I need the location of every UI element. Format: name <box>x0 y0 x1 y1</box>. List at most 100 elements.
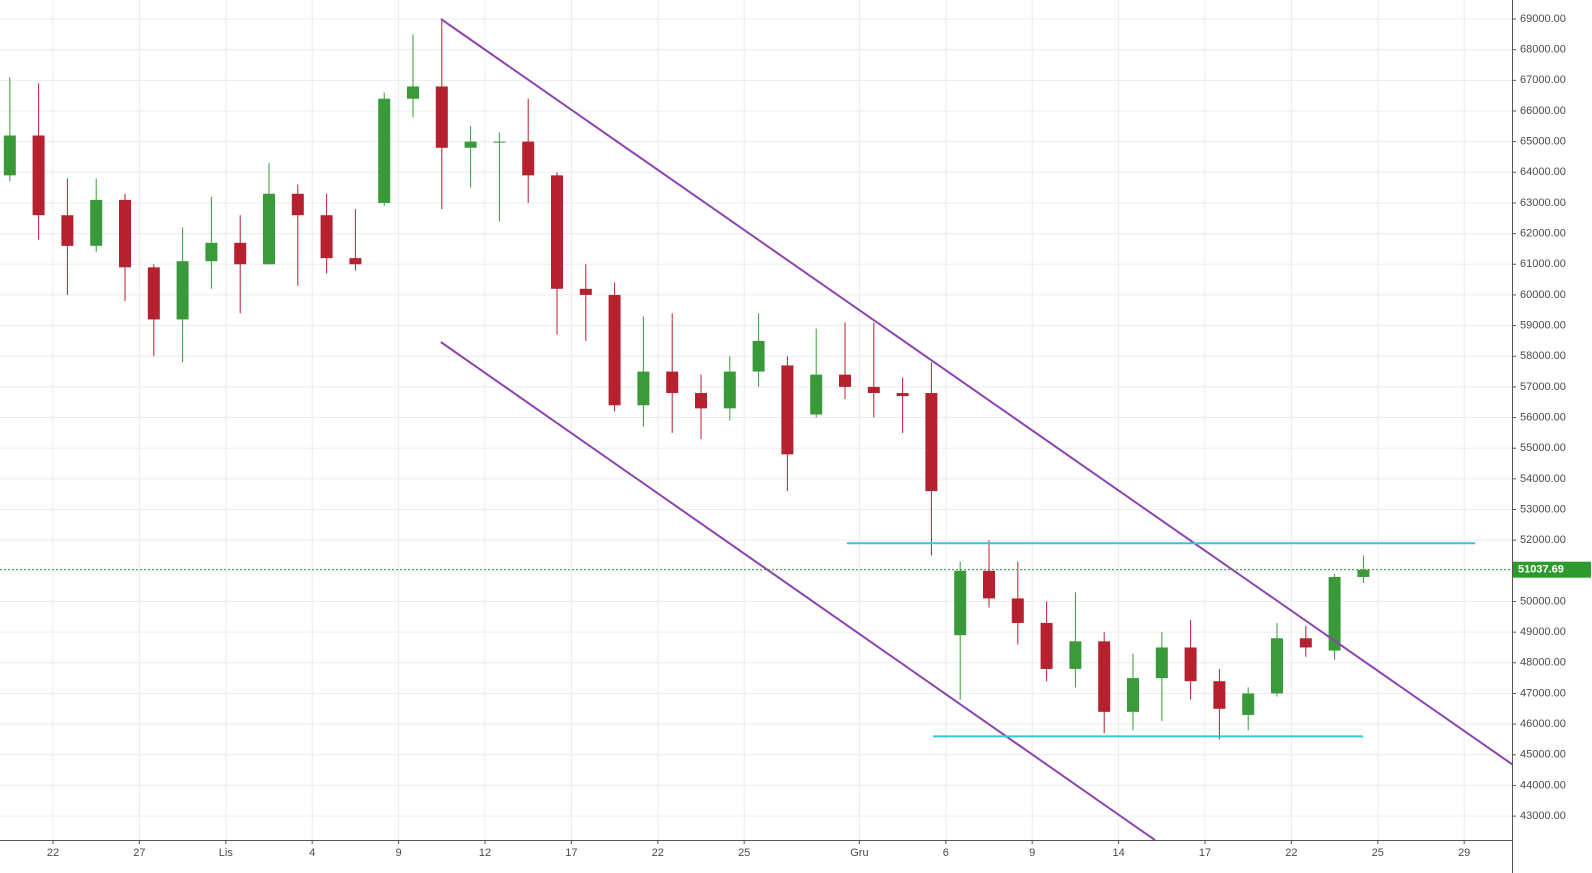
candle-body <box>637 371 650 406</box>
y-tick-label: 48000.00 <box>1520 657 1566 669</box>
candle-body <box>291 193 304 216</box>
candle-body <box>896 393 909 397</box>
candle-body <box>695 393 707 409</box>
trend-line <box>440 18 1512 766</box>
x-tick-label: 29 <box>1458 847 1470 859</box>
candle-body <box>1040 622 1053 669</box>
candle-body <box>464 141 477 148</box>
grid <box>0 0 1512 840</box>
candle-body <box>1155 647 1168 679</box>
candle-body <box>320 215 333 259</box>
y-tick-label: 61000.00 <box>1520 258 1566 270</box>
candle-body <box>579 288 592 295</box>
y-tick-label: 55000.00 <box>1520 442 1566 454</box>
y-tick-label: 47000.00 <box>1520 687 1566 699</box>
candle-body <box>1357 569 1370 577</box>
candle-body <box>522 141 535 176</box>
candle-body <box>1011 598 1024 623</box>
x-tick-label: Lis <box>219 847 234 859</box>
y-tick-label: 58000.00 <box>1520 350 1566 362</box>
y-tick-label: 56000.00 <box>1520 411 1566 423</box>
candle-body <box>1242 693 1255 715</box>
candle-body <box>234 242 247 265</box>
plot <box>3 18 1512 840</box>
x-tick-label: 22 <box>652 847 664 859</box>
candle-body <box>666 371 679 394</box>
y-tick-label: 44000.00 <box>1520 779 1566 791</box>
candle-body <box>954 570 967 636</box>
candle-body <box>176 261 189 320</box>
y-tick-label: 46000.00 <box>1520 718 1566 730</box>
y-tick-label: 63000.00 <box>1520 197 1566 209</box>
candle-body <box>839 374 851 387</box>
x-tick-label: Gru <box>850 847 868 859</box>
candle-body <box>407 86 419 99</box>
y-tick-label: 54000.00 <box>1520 473 1566 485</box>
y-tick-label: 69000.00 <box>1520 13 1566 25</box>
candle-body <box>983 570 995 599</box>
candle-body <box>493 141 506 143</box>
x-tick-label: 25 <box>738 847 750 859</box>
y-tick-label: 57000.00 <box>1520 381 1566 393</box>
x-tick-label: 14 <box>1112 847 1124 859</box>
trend-line <box>440 341 1156 840</box>
candle-body <box>32 135 45 216</box>
candle-body <box>349 258 362 265</box>
x-tick-label: 17 <box>565 847 577 859</box>
x-tick-label: 25 <box>1372 847 1384 859</box>
candle-body <box>119 199 131 268</box>
x-tick-label: 17 <box>1199 847 1211 859</box>
candle-body <box>1213 681 1226 709</box>
last-price-box <box>1513 561 1591 578</box>
y-tick-label: 49000.00 <box>1520 626 1566 638</box>
candle-body <box>1184 647 1197 682</box>
candle-body <box>551 175 563 289</box>
candle-body <box>1098 641 1111 712</box>
x-tick-label: 4 <box>309 847 315 859</box>
y-tick-label: 53000.00 <box>1520 503 1566 515</box>
y-tick-label: 67000.00 <box>1520 74 1566 86</box>
candle-body <box>435 86 448 148</box>
candle-body <box>90 199 103 246</box>
y-tick-label: 64000.00 <box>1520 166 1566 178</box>
candle-body <box>781 365 794 455</box>
candle-body <box>1271 638 1283 694</box>
candle-body <box>752 340 765 372</box>
candle-body <box>810 374 823 415</box>
y-tick-label: 65000.00 <box>1520 136 1566 148</box>
candle-body <box>1069 641 1082 669</box>
candle-body <box>205 242 218 262</box>
y-tick-label: 59000.00 <box>1520 319 1566 331</box>
candle-body <box>1127 678 1139 712</box>
candle-body <box>608 294 621 406</box>
candle-body <box>378 98 391 203</box>
y-tick-label: 50000.00 <box>1520 595 1566 607</box>
candle-body <box>867 386 880 394</box>
y-tick-label: 45000.00 <box>1520 749 1566 761</box>
x-tick-label: 22 <box>47 847 59 859</box>
x-tick-label: 9 <box>396 847 402 859</box>
x-tick-label: 12 <box>479 847 491 859</box>
y-tick-label: 66000.00 <box>1520 105 1566 117</box>
x-tick-label: 6 <box>943 847 949 859</box>
candle-body <box>723 371 736 409</box>
x-tick-label: 27 <box>133 847 145 859</box>
candle-body <box>3 135 16 176</box>
y-tick-label: 68000.00 <box>1520 44 1566 56</box>
candle-body <box>147 267 160 320</box>
candle-body <box>1299 638 1312 648</box>
candle-body <box>263 193 275 265</box>
x-tick-label: 22 <box>1285 847 1297 859</box>
candle-body <box>1328 576 1341 651</box>
y-tick-label: 52000.00 <box>1520 534 1566 546</box>
x-tick-label: 9 <box>1029 847 1035 859</box>
y-tick-label: 62000.00 <box>1520 228 1566 240</box>
candle-body <box>61 215 74 246</box>
y-tick-label: 60000.00 <box>1520 289 1566 301</box>
candle-body <box>925 393 938 492</box>
y-tick-label: 43000.00 <box>1520 810 1566 822</box>
last-price-label: 51037.69 <box>1518 564 1564 576</box>
